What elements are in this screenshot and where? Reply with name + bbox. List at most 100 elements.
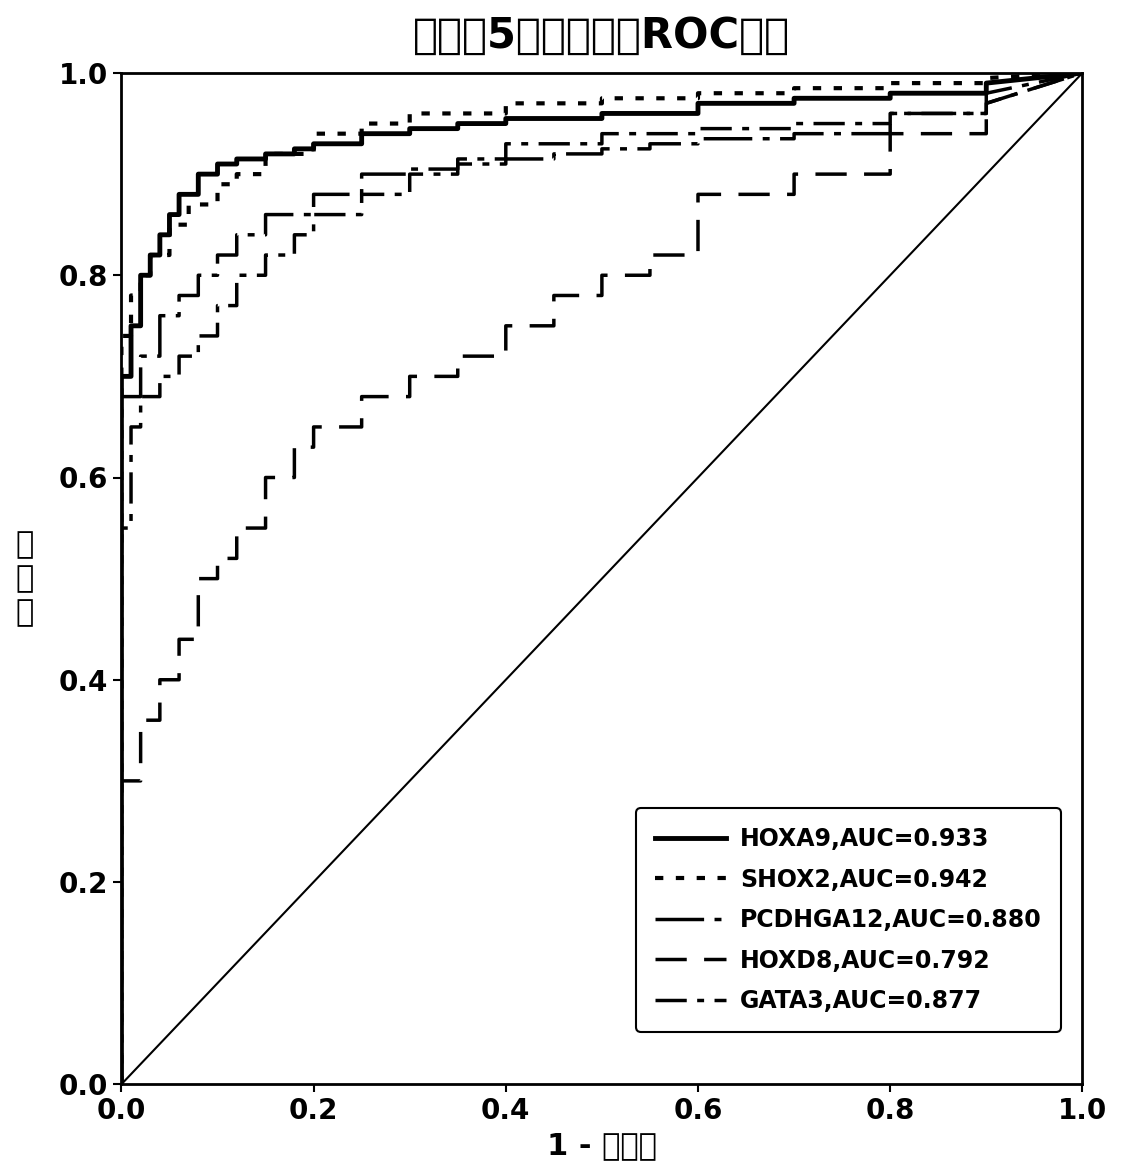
GATA3,AUC=0.877 [153, 369, 166, 383]
HOXD8,AUC=0.792 [548, 318, 561, 333]
HOXA9,AUC=0.933 [980, 86, 993, 100]
GATA3,AUC=0.877 [230, 298, 243, 313]
GATA3,AUC=0.877 [125, 521, 138, 535]
GATA3,AUC=0.877 [114, 521, 128, 535]
Legend: HOXA9,AUC=0.933, SHOX2,AUC=0.942, PCDHGA12,AUC=0.880, HOXD8,AUC=0.792, GATA3,AUC: HOXA9,AUC=0.933, SHOX2,AUC=0.942, PCDHGA… [636, 808, 1061, 1032]
SHOX2,AUC=0.942 [355, 127, 368, 141]
GATA3,AUC=0.877 [192, 329, 205, 343]
SHOX2,AUC=0.942 [125, 288, 138, 302]
SHOX2,AUC=0.942 [499, 96, 513, 110]
GATA3,AUC=0.877 [788, 116, 801, 130]
PCDHGA12,AUC=0.880 [153, 309, 166, 323]
HOXA9,AUC=0.933 [173, 187, 186, 201]
HOXD8,AUC=0.792 [287, 470, 301, 484]
HOXD8,AUC=0.792 [595, 288, 608, 302]
GATA3,AUC=0.877 [307, 208, 321, 222]
PCDHGA12,AUC=0.880 [134, 349, 147, 363]
HOXD8,AUC=0.792 [883, 127, 896, 141]
HOXA9,AUC=0.933 [259, 152, 273, 166]
SHOX2,AUC=0.942 [163, 217, 176, 231]
HOXA9,AUC=0.933 [144, 248, 157, 262]
HOXA9,AUC=0.933 [883, 86, 896, 100]
GATA3,AUC=0.877 [403, 187, 416, 201]
SHOX2,AUC=0.942 [307, 147, 321, 161]
HOXA9,AUC=0.933 [403, 127, 416, 141]
PCDHGA12,AUC=0.880 [230, 228, 243, 242]
SHOX2,AUC=0.942 [499, 107, 513, 121]
GATA3,AUC=0.877 [451, 167, 465, 181]
PCDHGA12,AUC=0.880 [691, 136, 705, 150]
Title: 组织中5个标志物的ROC曲线: 组织中5个标志物的ROC曲线 [413, 15, 791, 58]
HOXD8,AUC=0.792 [192, 571, 205, 585]
SHOX2,AUC=0.942 [114, 1077, 128, 1092]
HOXD8,AUC=0.792 [230, 551, 243, 565]
HOXA9,AUC=0.933 [163, 208, 176, 222]
SHOX2,AUC=0.942 [595, 96, 608, 110]
SHOX2,AUC=0.942 [211, 177, 224, 192]
HOXA9,AUC=0.933 [211, 167, 224, 181]
HOXA9,AUC=0.933 [788, 96, 801, 110]
SHOX2,AUC=0.942 [883, 81, 896, 95]
HOXD8,AUC=0.792 [980, 127, 993, 141]
HOXA9,AUC=0.933 [153, 228, 166, 242]
PCDHGA12,AUC=0.880 [788, 127, 801, 141]
SHOX2,AUC=0.942 [182, 217, 195, 231]
HOXD8,AUC=0.792 [287, 441, 301, 455]
GATA3,AUC=0.877 [980, 107, 993, 121]
GATA3,AUC=0.877 [451, 152, 465, 166]
GATA3,AUC=0.877 [125, 419, 138, 434]
GATA3,AUC=0.877 [499, 152, 513, 166]
HOXA9,AUC=0.933 [307, 136, 321, 150]
HOXA9,AUC=0.933 [287, 142, 301, 156]
PCDHGA12,AUC=0.880 [307, 208, 321, 222]
HOXD8,AUC=0.792 [153, 673, 166, 687]
SHOX2,AUC=0.942 [788, 86, 801, 100]
GATA3,AUC=0.877 [355, 208, 368, 222]
PCDHGA12,AUC=0.880 [980, 86, 993, 100]
PCDHGA12,AUC=0.880 [403, 162, 416, 176]
HOXD8,AUC=0.792 [403, 390, 416, 404]
HOXD8,AUC=0.792 [643, 248, 656, 262]
GATA3,AUC=0.877 [173, 349, 186, 363]
HOXD8,AUC=0.792 [192, 632, 205, 646]
GATA3,AUC=0.877 [259, 268, 273, 282]
Line: HOXA9,AUC=0.933: HOXA9,AUC=0.933 [121, 73, 1083, 1085]
SHOX2,AUC=0.942 [230, 177, 243, 192]
GATA3,AUC=0.877 [259, 248, 273, 262]
GATA3,AUC=0.877 [980, 96, 993, 110]
PCDHGA12,AUC=0.880 [451, 162, 465, 176]
HOXA9,AUC=0.933 [355, 136, 368, 150]
HOXA9,AUC=0.933 [1076, 66, 1089, 80]
PCDHGA12,AUC=0.880 [192, 268, 205, 282]
HOXD8,AUC=0.792 [307, 441, 321, 455]
HOXD8,AUC=0.792 [980, 96, 993, 110]
PCDHGA12,AUC=0.880 [595, 142, 608, 156]
HOXD8,AUC=0.792 [1076, 66, 1089, 80]
HOXA9,AUC=0.933 [980, 76, 993, 90]
PCDHGA12,AUC=0.880 [499, 157, 513, 172]
GATA3,AUC=0.877 [230, 268, 243, 282]
HOXA9,AUC=0.933 [153, 248, 166, 262]
HOXD8,AUC=0.792 [259, 470, 273, 484]
PCDHGA12,AUC=0.880 [114, 1077, 128, 1092]
GATA3,AUC=0.877 [355, 187, 368, 201]
PCDHGA12,AUC=0.880 [499, 152, 513, 166]
HOXD8,AUC=0.792 [307, 419, 321, 434]
HOXA9,AUC=0.933 [451, 116, 465, 130]
SHOX2,AUC=0.942 [403, 107, 416, 121]
HOXA9,AUC=0.933 [595, 107, 608, 121]
SHOX2,AUC=0.942 [230, 167, 243, 181]
HOXD8,AUC=0.792 [153, 713, 166, 727]
PCDHGA12,AUC=0.880 [548, 147, 561, 161]
GATA3,AUC=0.877 [287, 248, 301, 262]
HOXD8,AUC=0.792 [114, 774, 128, 788]
PCDHGA12,AUC=0.880 [643, 142, 656, 156]
HOXD8,AUC=0.792 [883, 167, 896, 181]
SHOX2,AUC=0.942 [355, 116, 368, 130]
GATA3,AUC=0.877 [595, 136, 608, 150]
GATA3,AUC=0.877 [883, 107, 896, 121]
SHOX2,AUC=0.942 [144, 248, 157, 262]
HOXD8,AUC=0.792 [499, 318, 513, 333]
HOXA9,AUC=0.933 [211, 157, 224, 172]
Line: GATA3,AUC=0.877: GATA3,AUC=0.877 [121, 73, 1083, 1085]
